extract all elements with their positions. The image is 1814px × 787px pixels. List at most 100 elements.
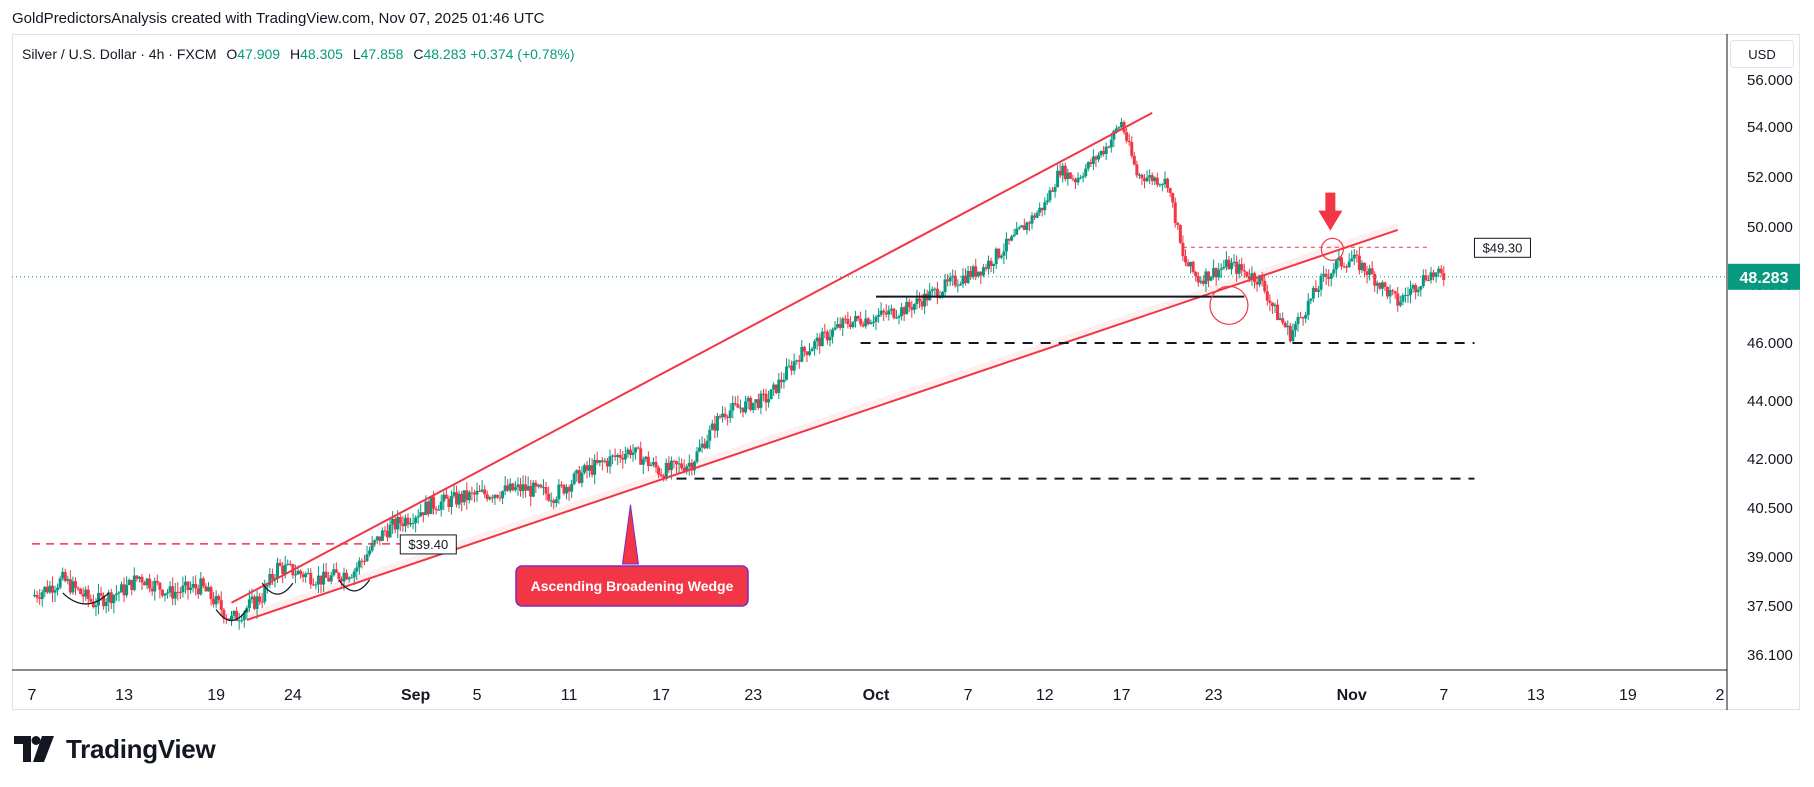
candle-body bbox=[1135, 164, 1139, 176]
candle-body bbox=[442, 494, 446, 502]
candle bbox=[1329, 272, 1333, 287]
time-tick-label: 7 bbox=[1439, 687, 1448, 704]
candle-body bbox=[710, 423, 714, 430]
candle bbox=[741, 407, 745, 418]
candle-body bbox=[393, 518, 397, 530]
candle bbox=[1186, 259, 1190, 267]
candle-body bbox=[536, 484, 540, 487]
time-tick-label: 24 bbox=[284, 687, 302, 704]
candle-body bbox=[524, 484, 528, 491]
candle bbox=[703, 438, 707, 450]
candle bbox=[790, 360, 794, 376]
candle-body bbox=[1242, 270, 1246, 272]
candle bbox=[1429, 267, 1433, 284]
candle bbox=[201, 576, 205, 589]
candle bbox=[1212, 259, 1216, 280]
candle-body bbox=[1076, 177, 1080, 183]
candle-body bbox=[1066, 172, 1070, 180]
candle bbox=[483, 485, 487, 499]
candle bbox=[409, 517, 413, 527]
candle-body bbox=[478, 490, 482, 492]
candle-body bbox=[1063, 165, 1067, 180]
candle-body bbox=[158, 582, 162, 590]
candle bbox=[204, 583, 208, 592]
candle bbox=[836, 317, 840, 329]
candle bbox=[158, 581, 162, 599]
candle-body bbox=[738, 407, 742, 409]
candle-body bbox=[736, 404, 740, 408]
candle-body bbox=[117, 592, 121, 594]
candle-body bbox=[964, 275, 968, 283]
candle bbox=[1339, 256, 1343, 270]
candle bbox=[902, 305, 906, 322]
candle bbox=[196, 584, 200, 599]
candle bbox=[439, 494, 443, 517]
candle bbox=[125, 576, 129, 598]
candle bbox=[654, 455, 658, 473]
candle bbox=[744, 395, 748, 414]
candle bbox=[429, 496, 433, 515]
candle bbox=[956, 279, 960, 293]
candle-body bbox=[181, 585, 185, 593]
candle-body bbox=[378, 536, 382, 541]
candle-body bbox=[506, 485, 510, 491]
candle bbox=[1010, 234, 1014, 242]
candle bbox=[738, 399, 742, 414]
price-tick-label: 39.000 bbox=[1747, 549, 1793, 566]
candle bbox=[219, 591, 223, 616]
candle-body bbox=[994, 248, 998, 264]
candle bbox=[636, 445, 640, 450]
candle-body bbox=[160, 589, 164, 596]
candle-body bbox=[419, 512, 423, 517]
candle bbox=[1043, 197, 1047, 216]
candle bbox=[1002, 243, 1006, 265]
candle bbox=[495, 494, 499, 499]
candle-body bbox=[222, 609, 226, 619]
candle-body bbox=[542, 487, 546, 489]
candle bbox=[861, 321, 865, 328]
candle bbox=[191, 576, 195, 593]
candle bbox=[910, 300, 914, 318]
candle-body bbox=[1040, 207, 1044, 211]
candle-body bbox=[189, 587, 193, 591]
candle bbox=[935, 281, 939, 305]
currency-button[interactable]: USD bbox=[1730, 40, 1794, 68]
brand-name: TradingView bbox=[66, 733, 216, 764]
candle bbox=[813, 338, 817, 356]
candle-body bbox=[1130, 142, 1134, 156]
candle bbox=[1304, 311, 1308, 324]
candle-body bbox=[705, 440, 709, 449]
candle bbox=[288, 560, 292, 567]
candle bbox=[475, 482, 479, 502]
candle bbox=[1125, 128, 1129, 144]
candle bbox=[1007, 238, 1011, 245]
candle bbox=[687, 454, 691, 476]
candle bbox=[605, 457, 609, 473]
candle bbox=[1166, 177, 1170, 193]
candle-body bbox=[989, 260, 993, 266]
tradingview-brand[interactable]: TradingView bbox=[14, 733, 216, 764]
candle-body bbox=[1316, 289, 1320, 292]
candle-body bbox=[1186, 262, 1190, 267]
open-value: 47.909 bbox=[237, 46, 281, 62]
candle-body bbox=[1061, 165, 1065, 176]
candle-body bbox=[173, 591, 177, 599]
candle-body bbox=[559, 484, 563, 486]
candle bbox=[1291, 323, 1295, 345]
candle bbox=[1319, 272, 1323, 297]
candle bbox=[1250, 266, 1254, 286]
candle-body bbox=[1442, 273, 1446, 281]
candle-body bbox=[1345, 266, 1349, 268]
candle bbox=[992, 263, 996, 274]
candle-body bbox=[774, 384, 778, 393]
candle-body bbox=[201, 578, 205, 587]
candle-body bbox=[874, 316, 878, 322]
wedge-callout-pointer bbox=[621, 504, 640, 565]
candle bbox=[406, 513, 410, 529]
candle bbox=[526, 476, 530, 491]
candle-body bbox=[595, 459, 599, 463]
candle-body bbox=[971, 266, 975, 278]
candle-body bbox=[89, 598, 93, 602]
candle bbox=[1102, 145, 1106, 157]
